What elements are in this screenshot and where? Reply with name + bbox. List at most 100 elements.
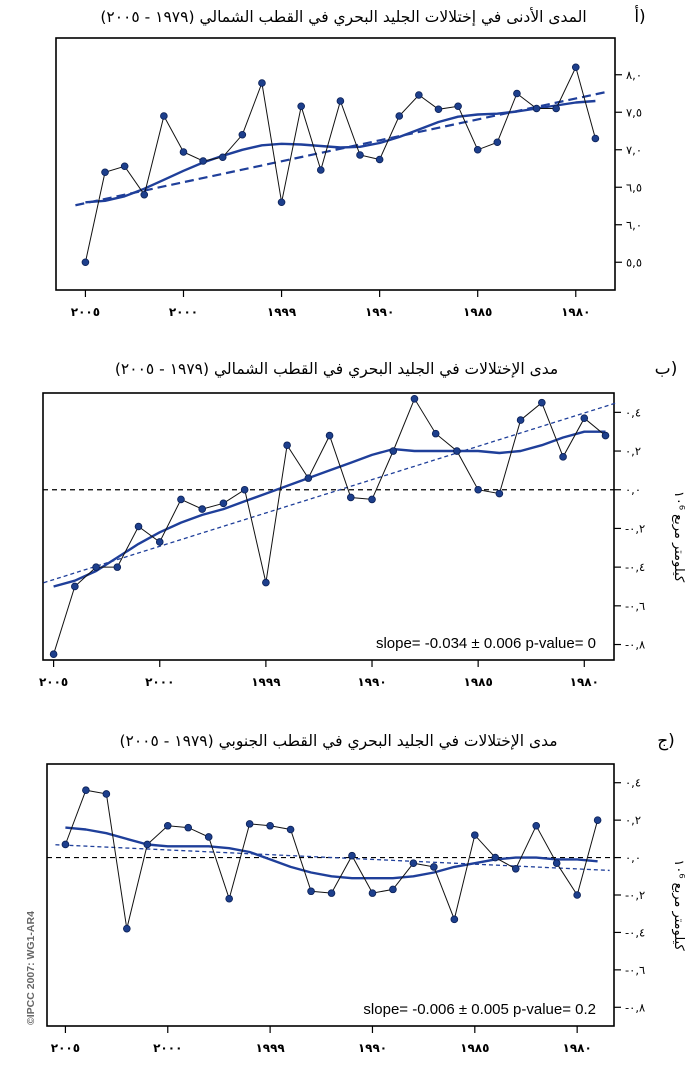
panel-1-point-1985 bbox=[473, 145, 482, 154]
panel-3-point-1996 bbox=[245, 820, 254, 828]
panel-2-point-2004 bbox=[71, 582, 79, 591]
panel-1-point-1983 bbox=[513, 89, 521, 98]
panel-1-point-2000 bbox=[179, 148, 188, 156]
panel-2-y-tick-label-m0_8: -٠,٨ bbox=[625, 638, 645, 652]
panel-1-y-tick-label-5_5: ٥,٥ bbox=[626, 255, 642, 269]
panel-1-point-1984 bbox=[493, 138, 502, 147]
panel-1-letter: أ) bbox=[634, 5, 645, 27]
panel-1-x-tick-label-1985: ١٩٨٥ bbox=[463, 305, 492, 319]
panel-3-point-2004 bbox=[82, 786, 90, 794]
panel-3-point-1982 bbox=[532, 821, 541, 830]
panel-2-point-1998 bbox=[198, 505, 207, 513]
panel-2-point-1995 bbox=[262, 578, 270, 587]
panel-2-y-tick-label-m0_4: -٠,٤ bbox=[625, 560, 645, 574]
panel-3-point-1992 bbox=[327, 889, 336, 897]
panel-1-point-1999 bbox=[199, 157, 207, 165]
panel-2-point-1991 bbox=[346, 493, 355, 502]
panel-1-frame bbox=[55, 37, 616, 291]
panel-3-point-1979 bbox=[593, 816, 602, 824]
panel-3-letter: ج) bbox=[657, 731, 675, 751]
panel-3-y-tick-label-0_4: ٠,٤ bbox=[625, 776, 641, 790]
panel-1-y-tick-label-6: ٦,٠ bbox=[626, 218, 642, 232]
panel-3-point-1994 bbox=[286, 825, 295, 834]
panel-1-x-tick-label-1995: ١٩٩٩ bbox=[267, 305, 297, 319]
panel-3-point-1988 bbox=[409, 859, 418, 867]
panel-1-x-tick-label-1980: ١٩٨٠ bbox=[561, 305, 590, 319]
panel-1-point-2003 bbox=[120, 162, 129, 171]
panel-2-point-2005 bbox=[49, 650, 58, 658]
panel-2-x-tick-label-1995: ١٩٩٩ bbox=[251, 675, 281, 689]
panel-2-y-tick-label-0: ٠,٠ bbox=[625, 483, 641, 497]
panel-3-point-2002 bbox=[123, 924, 131, 933]
panel-3-point-1986 bbox=[450, 915, 459, 924]
panel-1-point-1996 bbox=[258, 79, 266, 87]
panel-2-point-1988 bbox=[410, 395, 419, 403]
panel-2-ylabel: ١٠⁶ كيلومتر مربع bbox=[671, 491, 686, 583]
panel-2-point-1994 bbox=[283, 441, 291, 450]
panel-3-point-1987 bbox=[430, 863, 438, 871]
panel-3-x-tick-label-2005: ٢٠٠٥ bbox=[51, 1041, 80, 1055]
panel-3-point-1981 bbox=[552, 859, 561, 867]
panel-2-x-tick-label-1980: ١٩٨٠ bbox=[570, 675, 599, 689]
panel-3-point-2005 bbox=[61, 840, 70, 849]
panel-1-point-2001 bbox=[160, 112, 168, 120]
panel-2-point-1990 bbox=[368, 495, 376, 504]
panel-2-point-1979 bbox=[601, 431, 610, 440]
panel-2-point-1996 bbox=[240, 485, 249, 494]
panel-1-x-tick-label-1990: ١٩٩٠ bbox=[365, 305, 394, 319]
panel-1-point-1992 bbox=[336, 97, 345, 105]
panel-2-point-2003 bbox=[92, 563, 100, 571]
panel-1-x-tick-label-2000: ٢٠٠٠ bbox=[169, 305, 198, 319]
panel-1-smooth-line bbox=[85, 99, 596, 204]
panel-2-point-1993 bbox=[304, 474, 313, 482]
panel-2-point-1989 bbox=[389, 447, 398, 455]
panel-2-point-1984 bbox=[495, 489, 504, 498]
panel-3-point-1983 bbox=[511, 864, 520, 873]
panel-3-point-1990 bbox=[368, 889, 377, 897]
panel-2-x-tick-label-2005: ٢٠٠٥ bbox=[39, 675, 68, 689]
panel-2-y-tick-label-0_4: ٠,٤ bbox=[625, 405, 641, 419]
panel-3-point-1989 bbox=[389, 885, 397, 894]
panel-2-y-tick-label-m0_2: -٠,٢ bbox=[625, 521, 645, 535]
panel-2-point-1992 bbox=[325, 431, 334, 440]
panel-3-point-2000 bbox=[163, 821, 172, 830]
panel-1-point-1982 bbox=[532, 104, 541, 113]
panel-1-point-1980 bbox=[571, 63, 580, 72]
panel-2-point-1986 bbox=[453, 447, 461, 455]
panel-2-title: مدى الإختلالات في الجليد البحري في القطب… bbox=[115, 360, 558, 379]
panel-2-trend-line bbox=[43, 401, 618, 584]
panel-1-point-2005 bbox=[81, 258, 90, 267]
panel-2-point-1985 bbox=[474, 485, 482, 494]
panel-1-y-tick-label-7: ٧,٠ bbox=[626, 143, 642, 157]
panel-2-point-1997 bbox=[219, 499, 228, 508]
panel-3-series-line bbox=[64, 789, 599, 929]
panel-3-x-tick-label-2000: ٢٠٠٠ bbox=[153, 1041, 182, 1055]
panel-2-point-1980 bbox=[580, 414, 589, 422]
panel-3-point-1984 bbox=[491, 853, 500, 862]
panel-3-x-tick-label-1990: ١٩٩٠ bbox=[358, 1041, 387, 1055]
panel-1-point-1998 bbox=[218, 153, 227, 162]
panel-3-point-1998 bbox=[204, 833, 213, 841]
panel-1-point-1997 bbox=[238, 130, 247, 139]
panel-3-y-tick-label-0_2: ٠,٢ bbox=[625, 813, 641, 827]
panel-2-point-2001 bbox=[134, 522, 143, 531]
panel-1-point-1995 bbox=[277, 198, 286, 207]
panel-3-point-1985 bbox=[471, 831, 479, 839]
panel-2-point-1981 bbox=[559, 453, 567, 461]
panel-3-x-tick-label-1985: ١٩٨٥ bbox=[460, 1041, 489, 1055]
panel-1-y-tick-label-8: ٨,٠ bbox=[626, 68, 642, 82]
panel-2-point-2000 bbox=[155, 538, 164, 546]
panel-1-point-1987 bbox=[434, 105, 443, 114]
panel-2-y-tick-label-0_2: ٠,٢ bbox=[625, 444, 641, 458]
panel-3-point-1995 bbox=[266, 821, 274, 830]
panel-1-point-1994 bbox=[297, 102, 305, 111]
panel-3-point-1999 bbox=[184, 823, 193, 832]
panel-3-point-2003 bbox=[102, 790, 111, 798]
panel-2-smooth-line bbox=[53, 430, 606, 588]
panel-3-point-1997 bbox=[225, 894, 233, 903]
panel-1-title: المدى الأدنى في إختلالات الجليد البحري ف… bbox=[100, 7, 586, 27]
panel-1-y-tick-label-7_5: ٧,٥ bbox=[626, 105, 642, 119]
panel-2-point-1983 bbox=[516, 416, 525, 424]
panel-3-y-tick-label-m0_6: -٠,٦ bbox=[625, 963, 645, 977]
